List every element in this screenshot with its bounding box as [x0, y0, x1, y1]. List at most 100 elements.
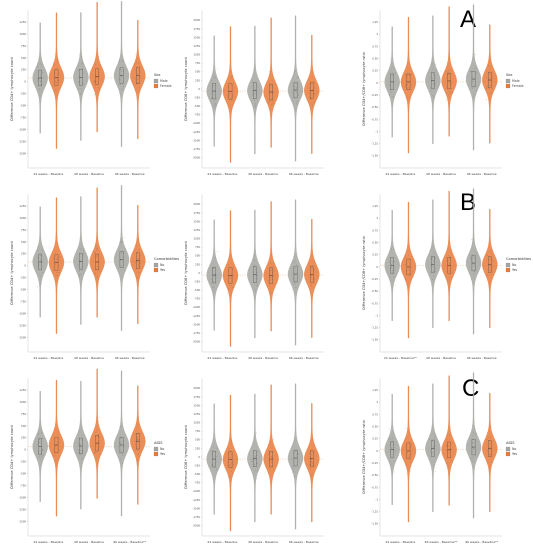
data-point — [296, 104, 298, 106]
data-point — [118, 78, 120, 80]
data-point — [212, 458, 214, 459]
data-point — [450, 92, 452, 93]
data-point — [405, 257, 407, 259]
data-point — [232, 473, 234, 474]
data-point — [409, 275, 411, 277]
data-point — [119, 442, 120, 443]
data-point — [311, 459, 312, 461]
data-point — [213, 276, 215, 277]
data-point — [430, 249, 432, 251]
data-point — [57, 275, 58, 276]
data-point — [435, 70, 436, 72]
data-point — [388, 93, 390, 95]
data-point — [231, 99, 233, 101]
data-point — [41, 438, 43, 439]
y-tick-label: 500 — [21, 56, 26, 60]
data-point — [96, 443, 98, 445]
data-point — [271, 279, 273, 280]
data-point — [448, 73, 450, 75]
y-tick-label: 1500 — [193, 403, 200, 407]
data-point — [393, 446, 395, 448]
x-tick-label: 48 weeks - Baseline — [248, 540, 278, 544]
data-point — [252, 271, 254, 273]
data-point — [137, 62, 139, 64]
x-tick-label: 24 weeks - Baseline — [207, 356, 237, 360]
data-point — [232, 461, 234, 463]
data-point — [472, 425, 473, 427]
data-point — [295, 88, 297, 90]
data-point — [81, 61, 83, 63]
data-point — [391, 267, 392, 268]
x-tick-label: 48 weeks - Baseline — [74, 356, 104, 360]
data-point — [447, 77, 449, 79]
data-point — [82, 68, 83, 69]
data-point — [310, 98, 311, 100]
data-point — [470, 458, 471, 459]
legend-label: Yes — [160, 268, 165, 272]
data-point — [213, 446, 214, 448]
y-tick-label: 1 — [376, 216, 378, 220]
y-tick-label: -250 — [194, 95, 200, 99]
data-point — [54, 460, 56, 461]
y-tick-label: -1000 — [18, 128, 26, 132]
data-point — [54, 53, 56, 55]
legend-title: Comorbidities — [506, 257, 531, 261]
data-point — [298, 77, 299, 78]
data-point — [309, 92, 310, 94]
data-point — [210, 283, 212, 284]
data-point — [38, 442, 40, 443]
data-point — [139, 254, 141, 256]
data-point — [294, 91, 296, 92]
data-point — [394, 269, 395, 271]
data-point — [406, 88, 408, 90]
y-tick-label: -250 — [20, 92, 26, 96]
data-point — [391, 454, 393, 455]
data-point — [489, 73, 491, 75]
data-point — [406, 73, 408, 74]
data-point — [490, 246, 492, 248]
data-point — [95, 252, 97, 254]
y-axis-label: Difference CD4+ lymphocyte count — [10, 57, 14, 121]
data-point — [433, 73, 434, 75]
data-point — [312, 81, 314, 83]
violin-group2 — [89, 368, 105, 499]
data-point — [120, 259, 122, 261]
data-point — [41, 432, 43, 433]
data-point — [78, 53, 80, 55]
data-point — [472, 442, 473, 443]
data-point — [120, 266, 122, 268]
data-point — [309, 264, 311, 266]
data-point — [54, 455, 56, 457]
data-point — [138, 87, 140, 89]
data-point — [394, 261, 396, 263]
data-point — [491, 259, 493, 261]
data-point — [450, 274, 452, 276]
violin-group2 — [130, 385, 146, 505]
data-point — [96, 249, 97, 251]
data-point — [231, 454, 232, 455]
data-point — [294, 260, 296, 262]
data-point — [312, 265, 314, 266]
data-point — [409, 447, 410, 449]
data-point — [253, 254, 255, 256]
data-point — [433, 445, 435, 447]
y-axis-label: Difference CD4+ lymphocyte count — [10, 241, 14, 305]
data-point — [136, 81, 137, 83]
data-point — [79, 454, 81, 456]
data-point — [53, 63, 55, 65]
data-point — [139, 277, 140, 279]
violin-group1 — [287, 199, 304, 346]
data-point — [390, 250, 392, 252]
data-point — [314, 87, 316, 89]
data-point — [292, 261, 294, 262]
data-point — [431, 266, 433, 268]
data-point — [490, 251, 491, 253]
y-tick-label: -250 — [20, 460, 26, 464]
data-point — [394, 471, 396, 473]
data-point — [273, 99, 274, 101]
data-point — [139, 450, 140, 452]
data-point — [97, 255, 99, 257]
y-tick-label: -500 — [20, 288, 26, 292]
data-point — [216, 468, 217, 470]
data-point — [77, 75, 79, 76]
